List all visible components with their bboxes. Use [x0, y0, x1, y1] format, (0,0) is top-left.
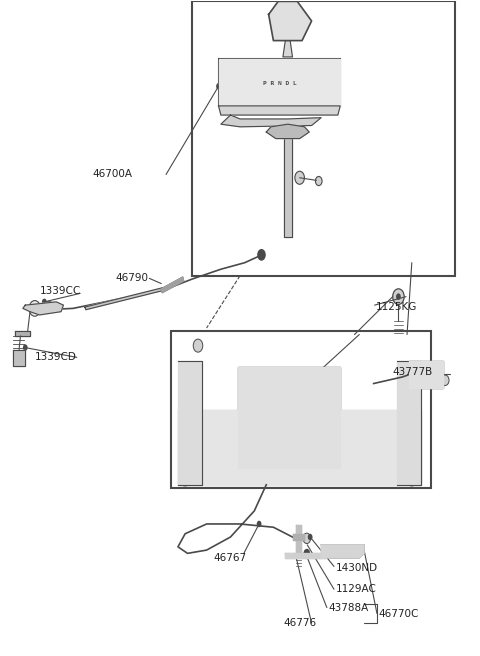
Circle shape	[193, 339, 203, 352]
Circle shape	[303, 533, 311, 544]
Polygon shape	[283, 41, 292, 57]
Polygon shape	[238, 367, 340, 468]
Polygon shape	[321, 545, 364, 558]
Text: 1339CD: 1339CD	[35, 352, 77, 362]
Text: P R N D L: P R N D L	[263, 81, 297, 85]
Circle shape	[406, 402, 418, 417]
Text: 1129AC: 1129AC	[336, 584, 376, 594]
Polygon shape	[293, 534, 304, 541]
Circle shape	[180, 470, 191, 486]
Polygon shape	[296, 525, 301, 554]
Circle shape	[303, 549, 310, 558]
Text: 46700A: 46700A	[92, 169, 132, 180]
Bar	[292, 400, 333, 459]
Circle shape	[257, 249, 266, 260]
Circle shape	[393, 289, 404, 304]
Bar	[218, 59, 340, 106]
Polygon shape	[178, 409, 421, 485]
Polygon shape	[218, 106, 340, 115]
Polygon shape	[397, 361, 421, 485]
Polygon shape	[409, 361, 443, 388]
Text: 43777B: 43777B	[393, 367, 433, 377]
Polygon shape	[269, 1, 312, 41]
Bar	[247, 400, 285, 459]
Bar	[178, 409, 421, 485]
Text: 46767: 46767	[214, 553, 247, 563]
Circle shape	[227, 83, 232, 91]
Circle shape	[406, 470, 418, 486]
Circle shape	[398, 373, 411, 391]
Polygon shape	[285, 554, 326, 558]
Polygon shape	[15, 331, 30, 336]
Bar	[238, 367, 340, 468]
Text: 43788A: 43788A	[328, 603, 369, 613]
Bar	[171, 331, 431, 488]
Circle shape	[295, 171, 304, 184]
Circle shape	[216, 83, 221, 90]
Text: 46770C: 46770C	[378, 609, 419, 619]
Text: 1339CC: 1339CC	[39, 287, 81, 297]
Circle shape	[23, 344, 28, 351]
Circle shape	[315, 176, 322, 186]
Circle shape	[257, 521, 262, 527]
Circle shape	[402, 379, 407, 385]
Polygon shape	[218, 59, 340, 106]
Bar	[192, 1, 455, 276]
Polygon shape	[221, 115, 321, 127]
Text: 46776: 46776	[283, 618, 316, 628]
Text: 46790: 46790	[116, 274, 149, 283]
Polygon shape	[85, 287, 165, 310]
Bar	[409, 361, 443, 388]
Circle shape	[180, 402, 191, 417]
Polygon shape	[266, 124, 309, 138]
Polygon shape	[161, 277, 184, 293]
Circle shape	[29, 300, 40, 316]
Circle shape	[407, 371, 412, 377]
Polygon shape	[178, 361, 202, 485]
Text: 1125KG: 1125KG	[376, 302, 418, 312]
Circle shape	[190, 379, 195, 385]
Circle shape	[396, 293, 401, 300]
Circle shape	[42, 298, 47, 305]
Circle shape	[284, 14, 289, 21]
Circle shape	[46, 301, 52, 310]
Circle shape	[442, 375, 449, 386]
Circle shape	[308, 534, 312, 541]
Circle shape	[186, 373, 199, 391]
Text: 1430ND: 1430ND	[336, 563, 378, 573]
Circle shape	[281, 10, 292, 26]
Polygon shape	[13, 350, 25, 366]
Polygon shape	[284, 127, 291, 237]
Circle shape	[222, 83, 228, 91]
Polygon shape	[23, 302, 63, 315]
